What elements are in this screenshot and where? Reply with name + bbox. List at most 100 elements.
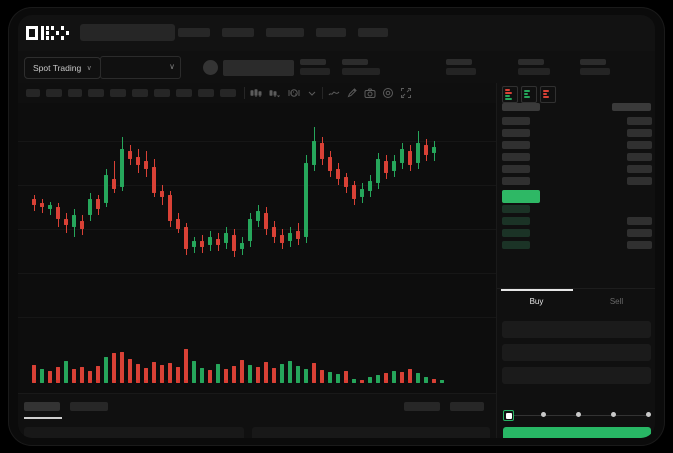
volume-bar [88, 371, 92, 383]
orderbook-ask-row[interactable] [502, 141, 530, 149]
timeframe-chip-5[interactable] [110, 89, 126, 97]
volume-bar [256, 367, 260, 383]
candle-chart-icon[interactable] [250, 87, 262, 99]
orderbook-panel: Buy Sell [496, 83, 655, 438]
pair-select[interactable]: ∨ [100, 56, 181, 79]
timeframe-chip-4[interactable] [88, 89, 104, 97]
sell-tab[interactable]: Sell [609, 297, 624, 306]
candle [336, 103, 340, 335]
okx-logo[interactable] [26, 26, 70, 40]
spot-trading-dropdown[interactable]: Spot Trading ∨ [24, 57, 101, 79]
orderbook-spread-row[interactable] [502, 190, 540, 203]
volume-bar [272, 368, 276, 383]
nav-item-2[interactable] [222, 28, 254, 37]
chart-settings-icon[interactable] [382, 87, 394, 99]
indicator-dropdown-icon[interactable] [306, 87, 318, 99]
bottom-panel-right [252, 427, 490, 438]
timeframe-chip-3[interactable] [68, 89, 82, 97]
volume-bar [408, 369, 412, 383]
timeframe-chip-1[interactable] [26, 89, 40, 97]
volume-bar [168, 363, 172, 383]
orderbook-ask-size [627, 153, 652, 161]
candle [416, 103, 420, 335]
search-input[interactable] [80, 24, 175, 41]
volume-bar [48, 371, 52, 383]
volume-bar [224, 369, 228, 383]
timeframe-chip-7[interactable] [154, 89, 170, 97]
slider-dot-2[interactable] [541, 412, 546, 417]
timeframe-chip-8[interactable] [176, 89, 192, 97]
candle [312, 103, 316, 335]
bottom-tab-open-orders[interactable] [24, 402, 60, 411]
candle [392, 103, 396, 335]
market-stat-2 [342, 59, 380, 75]
order-amount-field[interactable] [502, 344, 651, 361]
chevron-down-icon: ∨ [86, 65, 92, 72]
candle [152, 103, 156, 335]
candle [40, 103, 44, 335]
amount-step-slider[interactable] [503, 410, 651, 421]
orderbook-bid-row[interactable] [502, 241, 530, 249]
indicators-icon[interactable] [288, 87, 300, 99]
slider-dot-5[interactable] [646, 412, 651, 417]
slider-dot-active[interactable] [503, 410, 514, 421]
candle [112, 103, 116, 335]
nav-item-3[interactable] [266, 28, 304, 37]
volume-bar [200, 368, 204, 383]
nav-item-4[interactable] [316, 28, 346, 37]
candle [376, 103, 380, 335]
chart-type-dropdown-icon[interactable] [268, 87, 280, 99]
timeframe-chip-9[interactable] [198, 89, 214, 97]
drawing-pencil-icon[interactable] [346, 87, 358, 99]
toolbar-divider [244, 87, 245, 99]
volume-bar [120, 352, 124, 383]
volume-bar [352, 379, 356, 383]
orderbook-ask-row[interactable] [502, 117, 530, 125]
orderbook-ask-size [627, 165, 652, 173]
orderbook-mode-bids-icon[interactable] [521, 86, 537, 103]
volume-bar [184, 349, 188, 383]
orderbook-mode-asks-icon[interactable] [540, 86, 556, 103]
orderbook-ask-row[interactable] [502, 165, 530, 173]
candle [160, 103, 164, 335]
submit-order-button[interactable] [503, 427, 651, 438]
candle [368, 103, 372, 335]
candle [96, 103, 100, 335]
line-chart-icon[interactable] [328, 87, 340, 99]
buy-tab[interactable]: Buy [529, 297, 544, 306]
volume-bar [288, 361, 292, 383]
camera-snapshot-icon[interactable] [364, 87, 376, 99]
fullscreen-icon[interactable] [400, 87, 412, 99]
pair-name-placeholder[interactable] [223, 60, 294, 76]
nav-item-1[interactable] [178, 28, 210, 37]
orderbook-bid-row[interactable] [502, 217, 530, 225]
timeframe-chip-10[interactable] [220, 89, 236, 97]
volume-bar [144, 368, 148, 383]
nav-item-5[interactable] [358, 28, 388, 37]
order-total-field[interactable] [502, 367, 651, 384]
timeframe-chip-2[interactable] [46, 89, 62, 97]
timeframe-chip-6[interactable] [132, 89, 148, 97]
bottom-tab-order-history[interactable] [70, 402, 108, 411]
volume-bar [96, 366, 100, 383]
bottom-action-2[interactable] [450, 402, 484, 411]
orderbook-ask-row[interactable] [502, 177, 530, 185]
order-price-field[interactable] [502, 321, 651, 338]
slider-dot-4[interactable] [611, 412, 616, 417]
orderbook-ask-size [627, 129, 652, 137]
orderbook-ask-row[interactable] [502, 129, 530, 137]
orderbook-bid-row[interactable] [502, 205, 530, 213]
market-stat-1 [300, 59, 330, 75]
candle [272, 103, 276, 335]
candle [232, 103, 236, 335]
orderbook-ask-row[interactable] [502, 153, 530, 161]
candlestick-chart[interactable] [18, 103, 496, 335]
slider-dot-3[interactable] [576, 412, 581, 417]
orderbook-mode-both-icon[interactable] [502, 86, 518, 103]
candle [240, 103, 244, 335]
orderbook-bid-row[interactable] [502, 229, 530, 237]
bottom-action-1[interactable] [404, 402, 440, 411]
volume-bar [64, 361, 68, 383]
candle [328, 103, 332, 335]
candle [56, 103, 60, 335]
